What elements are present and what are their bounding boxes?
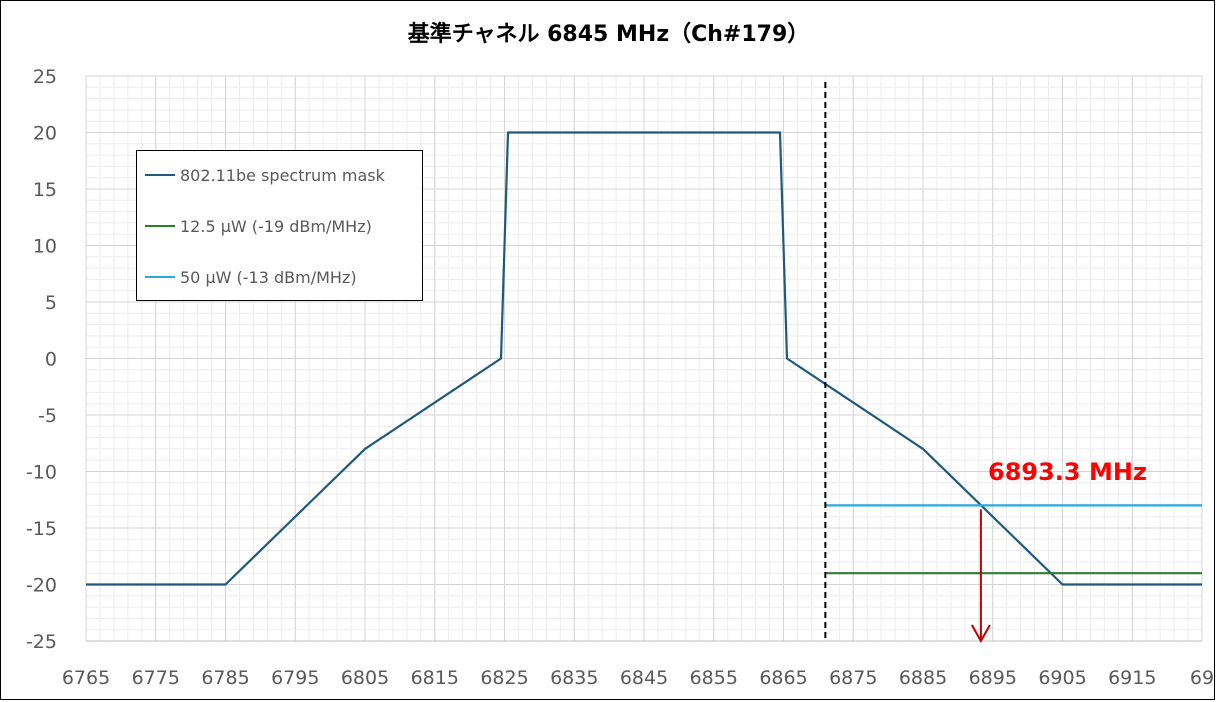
y-tick-label: -15 [26, 518, 57, 540]
y-tick-label: 0 [45, 349, 57, 371]
x-tick-label: 6845 [620, 667, 668, 689]
y-tick-label: -5 [38, 405, 57, 427]
y-tick-label: -10 [26, 462, 57, 484]
x-tick-label: 6795 [271, 667, 319, 689]
x-tick-label: 6785 [201, 667, 249, 689]
legend-swatch-50uw [145, 276, 175, 278]
legend-label-mask: 802.11be spectrum mask [180, 165, 385, 185]
x-tick-label: 6815 [411, 667, 459, 689]
y-axis-ticks: 25 20 15 10 5 0 -5 -10 -15 -20 -25 [26, 66, 57, 653]
chart-title: 基準チャネル 6845 MHz（Ch#179） [407, 22, 810, 47]
legend-label-12-5uw: 12.5 μW (-19 dBm/MHz) [180, 216, 372, 236]
series-line-0 [86, 131, 1202, 586]
y-tick-label: 5 [45, 292, 57, 314]
y-tick-label: 15 [33, 179, 57, 201]
x-tick-label: 6915 [1108, 667, 1156, 689]
x-tick-label: 6905 [1038, 667, 1086, 689]
legend-label-50uw: 50 μW (-13 dBm/MHz) [180, 267, 357, 287]
y-tick-label: -25 [26, 631, 57, 653]
series-layer [86, 131, 1202, 586]
y-tick-label: 25 [33, 66, 57, 88]
x-tick-label: 6875 [829, 667, 877, 689]
annotation-arrow-head [971, 624, 991, 644]
x-tick-label: 6885 [899, 667, 947, 689]
annotation-frequency-label: 6893.3 MHz [988, 458, 1147, 486]
x-tick-label: 6775 [132, 667, 180, 689]
x-tick-label: 6855 [690, 667, 738, 689]
x-tick-label: 6835 [550, 667, 598, 689]
x-tick-label: 6825 [480, 667, 528, 689]
y-tick-label: 20 [33, 123, 57, 145]
x-tick-label: 6805 [341, 667, 389, 689]
x-tick-label: 6765 [62, 667, 110, 689]
x-tick-label: 6895 [969, 667, 1017, 689]
legend-item-mask: 802.11be spectrum mask [145, 163, 385, 187]
legend-swatch-mask [145, 174, 175, 176]
x-tick-label: 6865 [759, 667, 807, 689]
legend-swatch-12-5uw [145, 225, 175, 227]
x-tick-label: 69 [1190, 667, 1214, 689]
legend-item-50uw: 50 μW (-13 dBm/MHz) [145, 265, 357, 289]
legend: 802.11be spectrum mask 12.5 μW (-19 dBm/… [136, 150, 423, 301]
legend-item-12-5uw: 12.5 μW (-19 dBm/MHz) [145, 214, 372, 238]
reference-layer [824, 82, 991, 644]
x-axis-ticks: 6765 6775 6785 6795 6805 6815 6825 6835 6845 6855… [62, 667, 1214, 689]
y-tick-label: 10 [33, 236, 57, 258]
y-tick-label: -20 [26, 575, 57, 597]
